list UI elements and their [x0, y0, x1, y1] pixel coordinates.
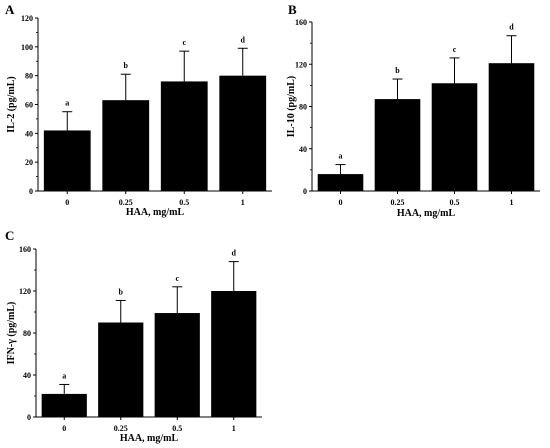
- chart-panel-c: C 0 40 80 120 160 a 0 b 0.25 c 0.5 d 1 HAA, mg/mL IFN-γ…: [5, 228, 262, 444]
- y-tick-label: 80: [299, 103, 307, 112]
- y-tick-label: 0: [303, 187, 307, 196]
- x-tick-label: 1: [241, 198, 245, 207]
- significance-label: a: [62, 371, 66, 380]
- bar-0: [43, 130, 91, 191]
- y-tick-label: 160: [19, 245, 31, 254]
- bar-0.5: [431, 83, 478, 191]
- bar-1: [488, 63, 535, 191]
- x-tick-label: 1: [510, 198, 514, 207]
- y-tick-label: 120: [295, 60, 307, 69]
- y-tick-label: 80: [25, 72, 33, 81]
- x-tick-label: 0.5: [172, 424, 182, 433]
- y-tick-label: 60: [25, 101, 33, 110]
- significance-label: c: [175, 274, 179, 283]
- y-tick-label: 0: [27, 413, 31, 422]
- panel-letter: B: [288, 2, 297, 17]
- y-tick-label: 40: [299, 145, 307, 154]
- x-axis-title: HAA, mg/mL: [126, 207, 185, 218]
- bar-0.25: [102, 100, 150, 191]
- significance-label: b: [395, 66, 400, 75]
- x-tick-label: 0.5: [450, 198, 460, 207]
- y-axis-title: IL-10 (pg/mL): [286, 76, 297, 137]
- y-tick-label: 100: [21, 43, 33, 52]
- y-tick-label: 120: [21, 14, 33, 23]
- significance-label: d: [241, 35, 246, 44]
- bar-0: [317, 174, 364, 191]
- significance-label: b: [119, 287, 124, 296]
- bar-0.5: [154, 313, 200, 417]
- significance-label: c: [182, 38, 186, 47]
- x-tick-label: 0.25: [391, 198, 405, 207]
- y-tick-label: 40: [23, 371, 31, 380]
- significance-label: d: [232, 249, 237, 258]
- y-tick-label: 160: [295, 18, 307, 27]
- bar-1: [219, 75, 267, 191]
- bar-0.25: [98, 322, 144, 417]
- x-axis-title: HAA, mg/mL: [397, 208, 456, 219]
- x-tick-label: 0.25: [119, 198, 133, 207]
- x-tick-label: 0.25: [114, 424, 128, 433]
- x-tick-label: 1: [232, 424, 236, 433]
- chart-panel-a: A 0 20 40 60 80 100 120 a 0 b 0.25 c 0.5 d 1 HAA, mg/mL I…: [5, 2, 272, 218]
- x-tick-label: 0: [62, 424, 66, 433]
- significance-label: b: [124, 61, 129, 70]
- significance-label: a: [339, 152, 343, 161]
- bar-0.5: [160, 81, 208, 191]
- y-tick-label: 80: [23, 329, 31, 338]
- x-tick-label: 0: [339, 198, 343, 207]
- bar-0: [41, 393, 87, 417]
- chart-panel-b: B 0 40 80 120 160 a 0 b 0.25 c 0.5 d 1 HAA, mg/mL IL-10…: [286, 2, 540, 219]
- y-tick-label: 40: [25, 129, 33, 138]
- panel-letter: C: [5, 228, 14, 243]
- x-axis-title: HAA, mg/mL: [120, 433, 179, 444]
- x-tick-label: 0.5: [179, 198, 189, 207]
- significance-label: d: [509, 23, 514, 32]
- panel-letter: A: [5, 2, 15, 17]
- y-tick-label: 20: [25, 158, 33, 167]
- y-tick-label: 0: [29, 187, 33, 196]
- y-tick-label: 120: [19, 287, 31, 296]
- y-axis-title: IFN-γ (pg/mL): [6, 302, 17, 365]
- y-axis-title: IL-2 (pg/mL): [6, 76, 17, 132]
- significance-label: c: [453, 45, 457, 54]
- x-tick-label: 0: [65, 198, 69, 207]
- bar-1: [211, 291, 257, 417]
- bar-0.25: [374, 99, 421, 191]
- significance-label: a: [65, 99, 69, 108]
